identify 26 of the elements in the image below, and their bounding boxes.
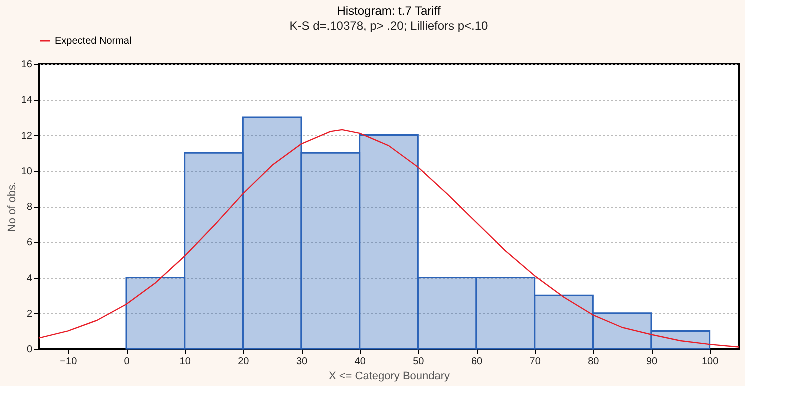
legend-label: Expected Normal: [55, 36, 132, 47]
x-tick-label: 0: [124, 356, 130, 368]
y-tick-label: 4: [26, 273, 33, 284]
y-tick-label: 2: [26, 308, 33, 320]
x-tick-label: −10: [60, 356, 78, 368]
y-tick-label: 0: [26, 344, 33, 356]
x-tick-label: 70: [530, 356, 542, 368]
x-tick-label: 60: [471, 356, 483, 368]
x-axis-title: X <= Category Boundary: [328, 370, 451, 382]
y-tick-label: 8: [26, 202, 33, 213]
x-tick-label: 40: [354, 356, 366, 368]
x-tick-label: 30: [296, 356, 308, 368]
y-axis-title: No of obs.: [6, 182, 18, 232]
chart-title: Histogram: t.7 Tariff: [337, 4, 442, 18]
y-tick-label: 6: [26, 238, 33, 249]
y-tick-label: 12: [21, 130, 33, 142]
y-tick-label: 14: [21, 95, 33, 106]
x-tick-label: 10: [180, 356, 192, 368]
y-tick-label: 16: [21, 60, 33, 70]
y-tick-label: 10: [21, 166, 33, 178]
x-tick-label: 90: [646, 356, 658, 368]
x-tick-label: 50: [413, 356, 425, 368]
x-tick-label: 20: [238, 356, 250, 368]
x-tick-label: 100: [702, 356, 720, 368]
chart-subtitle: K-S d=.10378, p> .20; Lilliefors p<.10: [290, 19, 489, 33]
x-tick-label: 80: [588, 356, 600, 368]
